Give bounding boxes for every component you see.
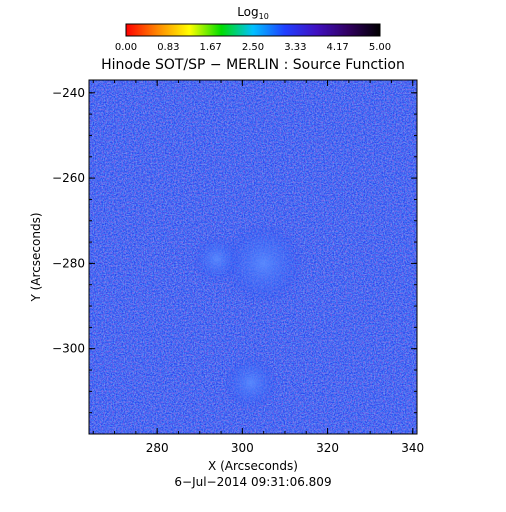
colorbar-tick-label: 0.83 [157, 42, 179, 53]
x-tick-label: 320 [316, 441, 339, 455]
y-tick-label: −280 [52, 256, 85, 270]
bright-region [222, 222, 305, 305]
colorbar-tick-label: 2.50 [242, 42, 264, 53]
y-axis: −240 −260 −280 −300 [52, 86, 417, 414]
x-tick-label: 340 [401, 441, 424, 455]
y-tick-label: −260 [52, 171, 85, 185]
bright-region [192, 235, 241, 283]
y-tick-label: −300 [52, 342, 85, 356]
colorbar-tick-label: 4.17 [327, 42, 349, 53]
colorbar-ticks: 0.00 0.83 1.67 2.50 3.33 4.17 5.00 [115, 42, 391, 53]
colorbar-tick-label: 5.00 [369, 42, 391, 53]
x-axis-label: X (Arcseconds) [208, 459, 298, 473]
colorbar-tick-label: 0.00 [115, 42, 137, 53]
colorbar-tick-label: 3.33 [284, 42, 306, 53]
colorbar [125, 23, 381, 37]
bright-region [223, 355, 279, 411]
y-axis-label: Y (Arcseconds) [29, 212, 43, 302]
colorbar-tick-label: 1.67 [200, 42, 222, 53]
chart-title: Hinode SOT/SP − MERLIN : Source Function [101, 57, 405, 73]
timestamp: 6−Jul−2014 09:31:06.809 [174, 475, 331, 489]
x-tick-label: 300 [231, 441, 254, 455]
plot-frame [88, 79, 418, 435]
colorbar-label: Log10 [237, 5, 269, 21]
y-tick-label: −240 [52, 86, 85, 100]
x-axis: 280 300 320 340 [92, 80, 424, 455]
heatmap-image [89, 80, 417, 434]
bright-features [192, 222, 305, 411]
x-tick-label: 280 [146, 441, 169, 455]
